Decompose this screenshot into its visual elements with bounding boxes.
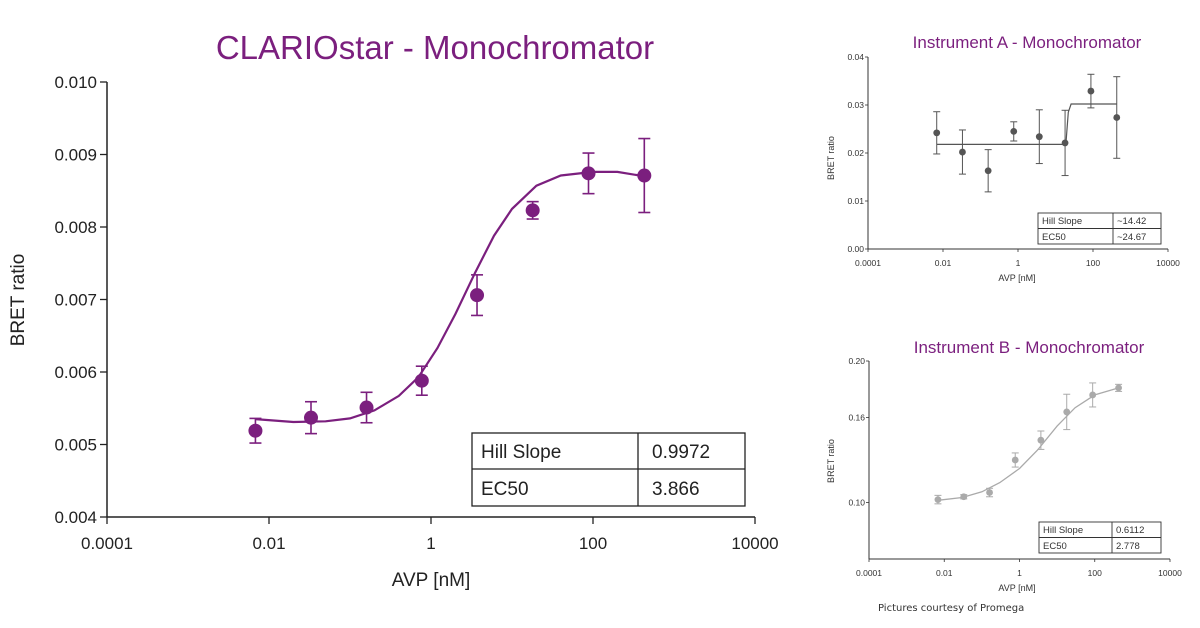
instrument-b-data-point bbox=[1011, 456, 1019, 464]
instrument-a-chart: Instrument A - Monochromator 0.000.010.0… bbox=[826, 33, 1180, 283]
instrument-b-x-axis-label: AVP [nM] bbox=[998, 583, 1035, 593]
main-y-tick-label: 0.004 bbox=[54, 508, 97, 527]
instrument-b-table-label-ec50: EC50 bbox=[1043, 541, 1067, 552]
main-x-axis-label: AVP [nM] bbox=[392, 570, 471, 591]
instrument-a-x-tick-label: 10000 bbox=[1156, 258, 1180, 268]
instrument-a-data-point bbox=[984, 167, 992, 175]
instrument-a-x-tick-label: 100 bbox=[1086, 258, 1100, 268]
main-x-ticks: 0.0001 0.01 1 100 10000 bbox=[81, 517, 779, 553]
main-y-tick-label: 0.010 bbox=[54, 73, 97, 92]
instrument-a-x-axis-label: AVP [nM] bbox=[998, 273, 1035, 283]
main-data-point bbox=[470, 288, 485, 303]
instrument-a-data-point bbox=[933, 129, 941, 137]
main-y-tick-label: 0.009 bbox=[54, 146, 97, 165]
main-data-point bbox=[525, 203, 540, 218]
instrument-b-title: Instrument B - Monochromator bbox=[914, 338, 1145, 357]
instrument-a-results-table: Hill Slope ~14.42 EC50 ~24.67 bbox=[1037, 212, 1162, 245]
instrument-a-data-point bbox=[1061, 139, 1069, 147]
main-data-points bbox=[248, 166, 652, 438]
main-data-point bbox=[248, 423, 263, 438]
main-fit-curve bbox=[255, 170, 645, 424]
instrument-b-data-point bbox=[1115, 384, 1122, 392]
instrument-b-table-value-hill-slope: 0.6112 bbox=[1116, 525, 1144, 536]
instrument-a-data-point bbox=[1035, 133, 1043, 141]
instrument-a-y-tick-label: 0.04 bbox=[847, 52, 864, 62]
main-table-value-ec50: 3.866 bbox=[652, 479, 700, 500]
instrument-b-x-tick-label: 0.01 bbox=[936, 568, 953, 578]
instrument-b-data-points bbox=[934, 384, 1122, 503]
instrument-a-data-point bbox=[1087, 87, 1095, 95]
instrument-b-table-label-hill-slope: Hill Slope bbox=[1043, 525, 1083, 536]
main-y-ticks: 0.004 0.005 0.006 0.007 0.008 0.009 0.010 bbox=[54, 73, 107, 527]
main-x-tick-label: 0.01 bbox=[252, 534, 285, 553]
instrument-b-results-table: Hill Slope 0.6112 EC50 2.778 bbox=[1038, 521, 1162, 554]
instrument-b-fit-curve bbox=[937, 387, 1119, 501]
main-y-tick-label: 0.005 bbox=[54, 436, 97, 455]
instrument-b-table-value-ec50: 2.778 bbox=[1116, 541, 1140, 552]
instrument-b-y-ticks: 0.10 0.16 0.20 bbox=[848, 356, 869, 507]
instrument-a-y-tick-label: 0.03 bbox=[847, 100, 864, 110]
image-credit: Pictures courtesy of Promega bbox=[878, 603, 1025, 614]
instrument-a-x-tick-label: 0.01 bbox=[935, 258, 952, 268]
instrument-a-y-ticks: 0.00 0.01 0.02 0.03 0.04 bbox=[847, 52, 868, 254]
instrument-b-x-tick-label: 1 bbox=[1017, 568, 1022, 578]
main-table-value-hill-slope: 0.9972 bbox=[652, 442, 710, 463]
instrument-b-chart: Instrument B - Monochromator 0.10 0.16 0.2… bbox=[826, 338, 1182, 593]
instrument-a-table-value-hill-slope: ~14.42 bbox=[1117, 216, 1146, 227]
main-y-axis-label: BRET ratio bbox=[8, 254, 29, 347]
instrument-a-data-point bbox=[959, 148, 966, 156]
main-results-table: Hill Slope 0.9972 EC50 3.866 bbox=[471, 432, 746, 507]
instrument-a-table-label-ec50: EC50 bbox=[1042, 232, 1066, 243]
instrument-b-x-tick-label: 0.0001 bbox=[856, 568, 882, 578]
main-data-point bbox=[303, 410, 318, 425]
instrument-a-y-tick-label: 0.00 bbox=[847, 244, 864, 254]
instrument-b-data-point bbox=[1089, 391, 1097, 399]
main-data-point bbox=[414, 373, 429, 388]
main-data-point bbox=[637, 168, 652, 183]
instrument-b-y-axis-label: BRET ratio bbox=[826, 439, 836, 483]
instrument-b-data-point bbox=[934, 496, 942, 503]
main-data-point bbox=[359, 400, 374, 415]
main-data-point bbox=[581, 166, 596, 181]
main-table-label-ec50: EC50 bbox=[481, 479, 529, 500]
instrument-b-data-point bbox=[1063, 408, 1071, 416]
instrument-b-data-point bbox=[1037, 436, 1045, 444]
instrument-a-data-point bbox=[1113, 114, 1121, 121]
instrument-a-y-tick-label: 0.02 bbox=[847, 148, 864, 158]
main-x-tick-label: 10000 bbox=[731, 534, 778, 553]
instrument-b-x-ticks: 0.0001 0.01 1 100 10000 bbox=[856, 559, 1182, 578]
main-x-tick-label: 100 bbox=[579, 534, 607, 553]
instrument-a-table-value-ec50: ~24.67 bbox=[1117, 232, 1146, 243]
main-x-tick-label: 1 bbox=[426, 534, 435, 553]
instrument-b-error-bars bbox=[934, 382, 1123, 505]
instrument-a-x-tick-label: 1 bbox=[1016, 258, 1021, 268]
main-table-label-hill-slope: Hill Slope bbox=[481, 442, 561, 463]
instrument-a-fit-curve bbox=[936, 103, 1117, 145]
main-x-tick-label: 0.0001 bbox=[81, 534, 133, 553]
instrument-b-y-tick-label: 0.10 bbox=[848, 497, 865, 507]
instrument-b-y-tick-label: 0.20 bbox=[848, 356, 865, 366]
instrument-b-x-tick-label: 10000 bbox=[1158, 568, 1182, 578]
instrument-a-y-axis-label: BRET ratio bbox=[826, 136, 836, 180]
main-y-tick-label: 0.008 bbox=[54, 218, 97, 237]
instrument-a-y-tick-label: 0.01 bbox=[847, 196, 864, 206]
instrument-b-x-tick-label: 100 bbox=[1088, 568, 1102, 578]
main-y-tick-label: 0.006 bbox=[54, 363, 97, 382]
instrument-a-data-points bbox=[933, 87, 1121, 175]
instrument-a-x-tick-label: 0.0001 bbox=[855, 258, 881, 268]
instrument-a-table-label-hill-slope: Hill Slope bbox=[1042, 216, 1082, 227]
main-chart: CLARIOstar - Monochromator 0.0040.0050.0… bbox=[8, 29, 779, 591]
instrument-b-data-point bbox=[960, 493, 968, 501]
instrument-a-title: Instrument A - Monochromator bbox=[913, 33, 1142, 52]
instrument-b-data-point bbox=[986, 489, 993, 496]
instrument-b-y-tick-label: 0.16 bbox=[848, 413, 865, 423]
main-chart-title: CLARIOstar - Monochromator bbox=[216, 29, 654, 66]
instrument-a-x-ticks: 0.0001 0.01 1 100 10000 bbox=[855, 249, 1180, 268]
instrument-a-data-point bbox=[1010, 127, 1018, 135]
main-y-tick-label: 0.007 bbox=[54, 291, 97, 310]
main-error-bars bbox=[249, 137, 651, 444]
